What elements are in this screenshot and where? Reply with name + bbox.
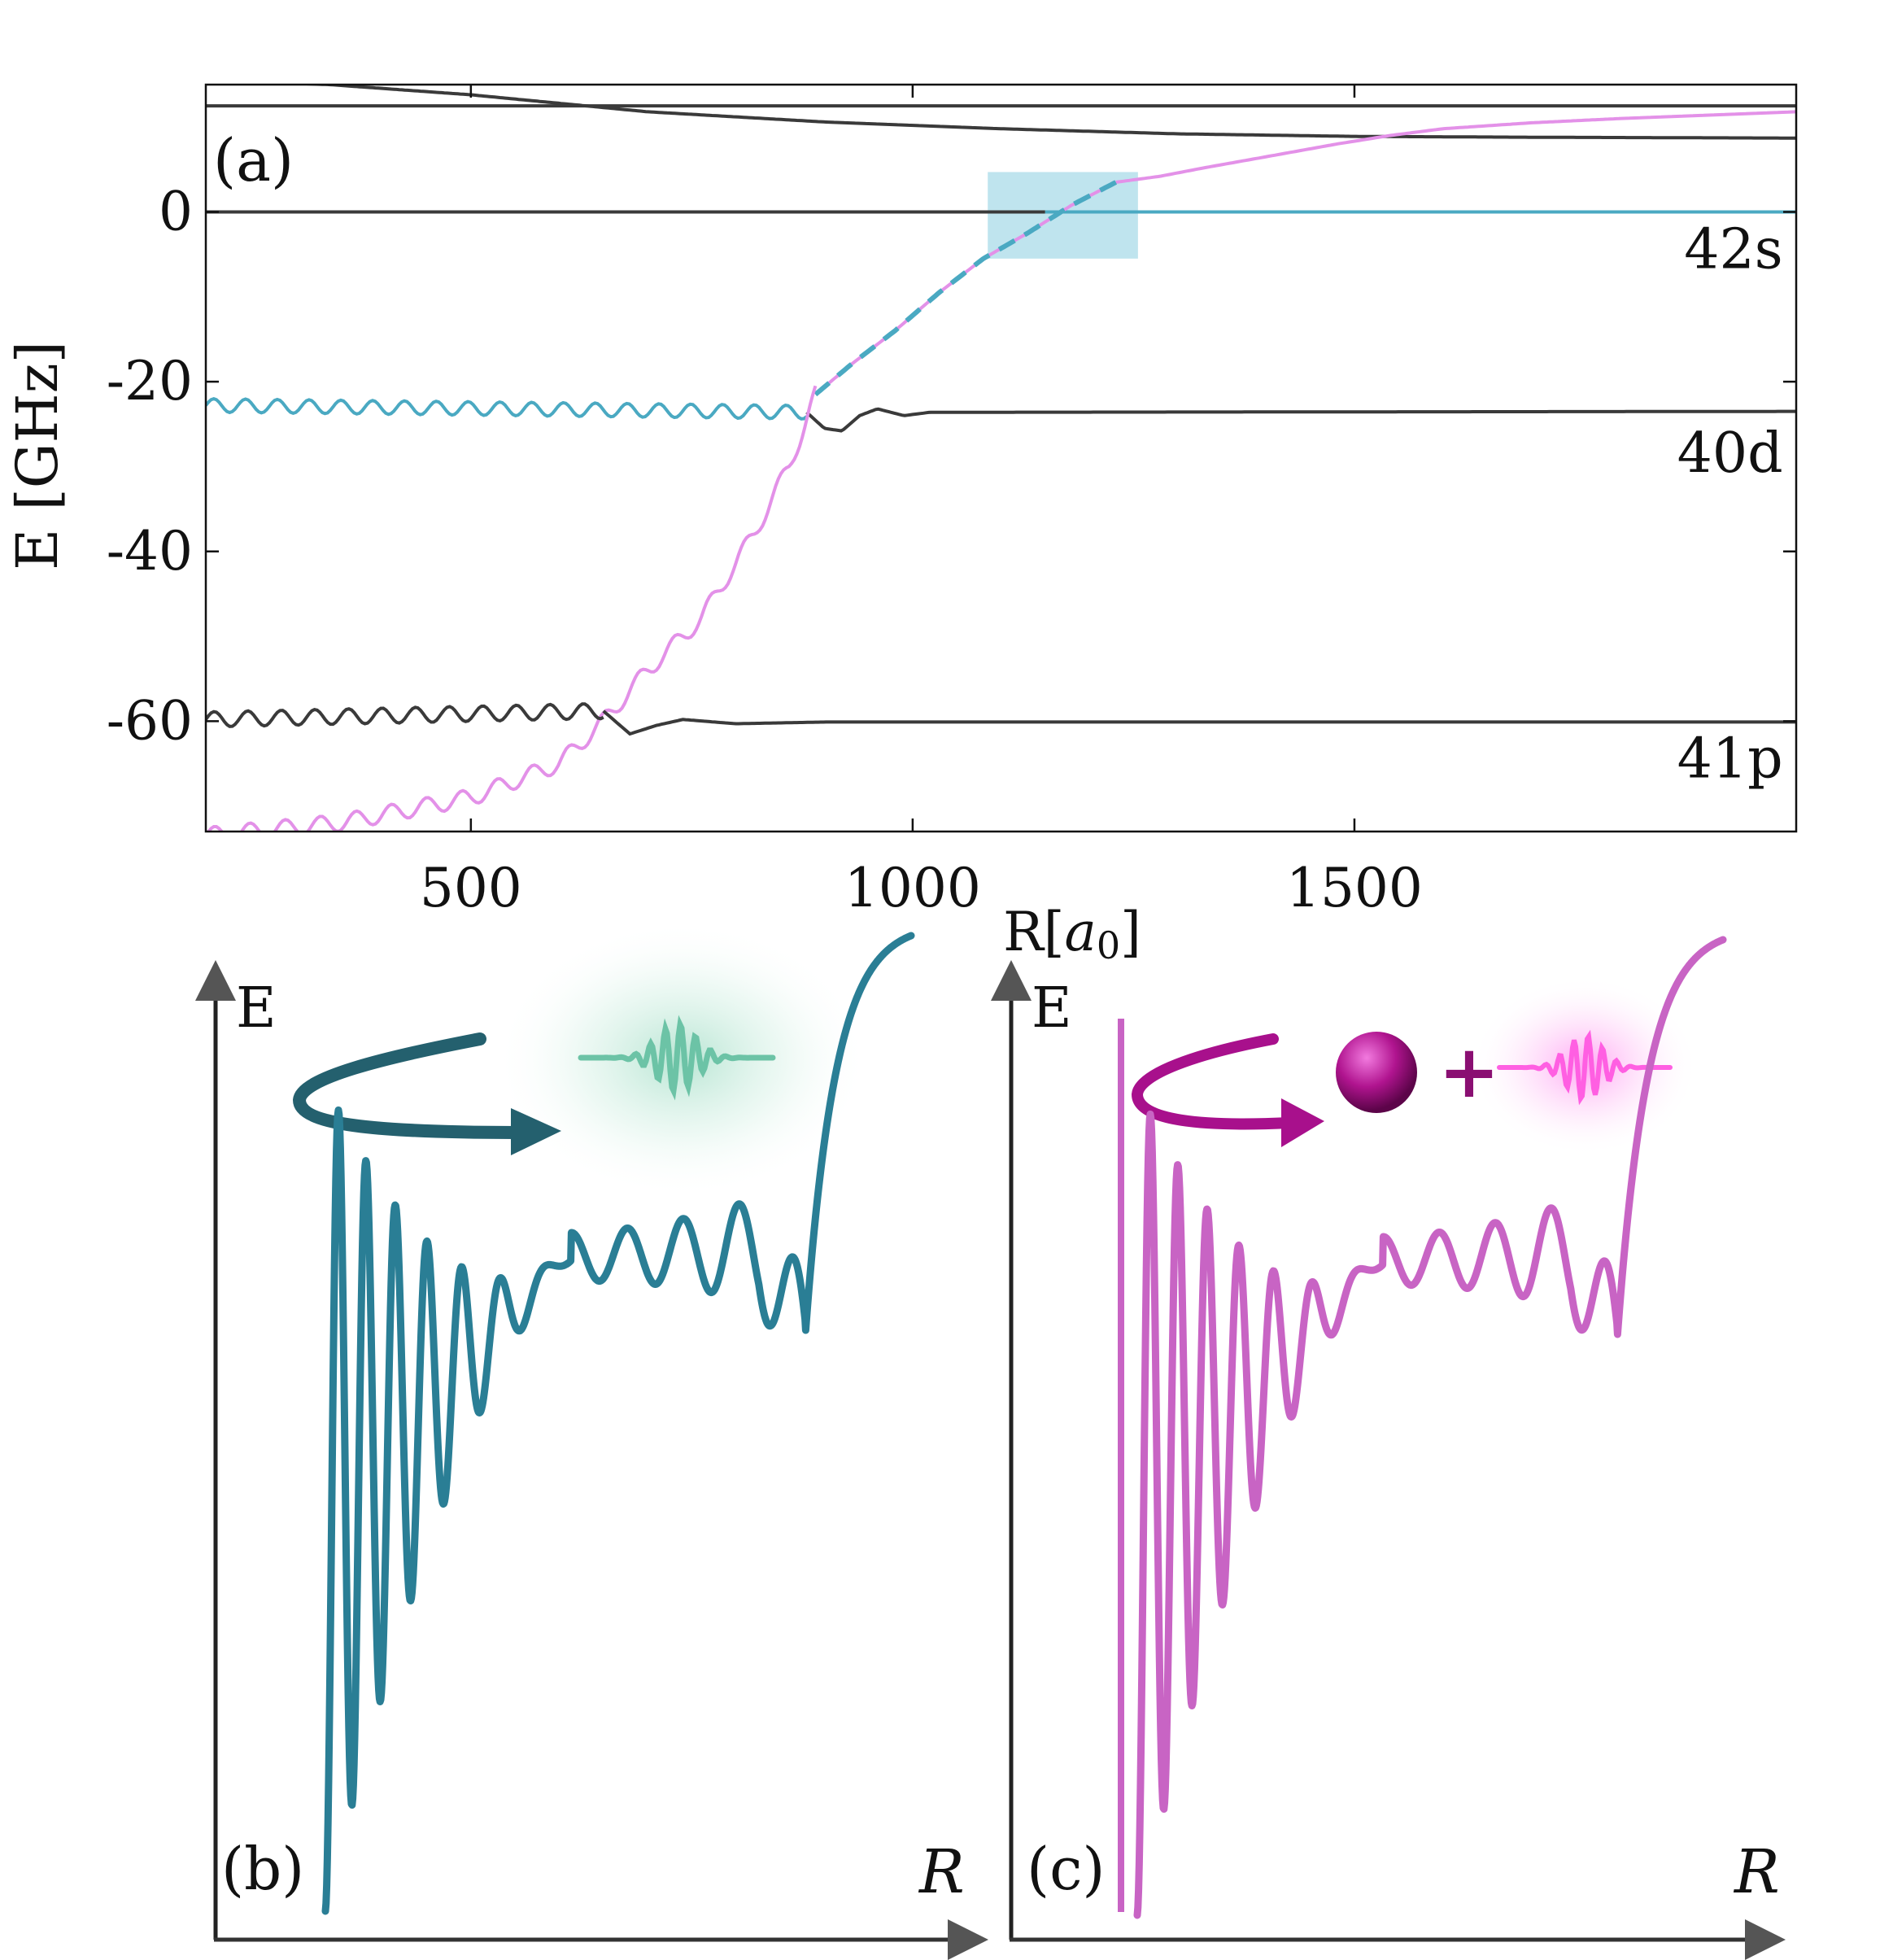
panel-label-b: (b) <box>221 1835 304 1903</box>
series-pink-upper <box>1115 110 1796 184</box>
state-label-40d: 40d <box>1677 421 1783 486</box>
panel-c-r-label: R <box>1733 1837 1780 1907</box>
teal-arrowhead-icon <box>511 1108 561 1155</box>
x-axis-label: R[a0] <box>1003 901 1141 967</box>
pink-wavepacket-icon <box>1497 1029 1673 1106</box>
x-tick-label: 1000 <box>844 857 981 919</box>
magenta-arrowhead-icon <box>1281 1098 1324 1147</box>
panel-a-chart: 500 1000 1500 0 -20 -40 -60 (a) 42s 40d 41p E [G… <box>4 83 1798 967</box>
series-40d-teal <box>206 396 808 421</box>
panel-b-r-label: R <box>918 1837 965 1907</box>
teal-curved-arrow-icon <box>292 1032 527 1139</box>
state-label-41p: 41p <box>1677 727 1783 791</box>
particle-ball-icon <box>1336 1032 1417 1113</box>
series-40d-black <box>805 407 1796 433</box>
panel-label-c: (c) <box>1027 1835 1106 1903</box>
y-tick-label: -20 <box>107 350 193 413</box>
plot-frame <box>204 83 1798 833</box>
green-wavepacket-icon <box>578 1015 776 1101</box>
panel-c-diagram: E R (c) + <box>991 936 1786 1960</box>
magenta-potential-curve <box>1133 936 1727 1919</box>
y-tick-label: -40 <box>107 520 193 583</box>
panel-c-e-label: E <box>1032 976 1072 1041</box>
x-tick-label: 1500 <box>1286 857 1423 919</box>
panel-b-diagram: E R (b) <box>195 921 988 1960</box>
panel-label-a: (a) <box>213 126 294 194</box>
x-tick-label: 500 <box>420 857 522 919</box>
teal-potential-curve <box>321 932 915 1915</box>
y-axis-label: E [GHz] <box>4 341 71 570</box>
magenta-curved-arrow-icon <box>1131 1033 1295 1130</box>
y-tick-label: -60 <box>107 689 193 752</box>
plus-sign: + <box>1438 1028 1499 1115</box>
series-upper-descending <box>282 85 1796 140</box>
panel-b-e-label: E <box>236 976 277 1041</box>
series-41p-black-left <box>206 702 604 728</box>
series-crossing-dashed-dash <box>813 180 1118 397</box>
series-41p-black-right <box>602 709 1796 736</box>
y-tick-label: 0 <box>159 180 193 242</box>
state-label-42s: 42s <box>1684 217 1782 282</box>
series-pink-lower <box>207 385 818 832</box>
